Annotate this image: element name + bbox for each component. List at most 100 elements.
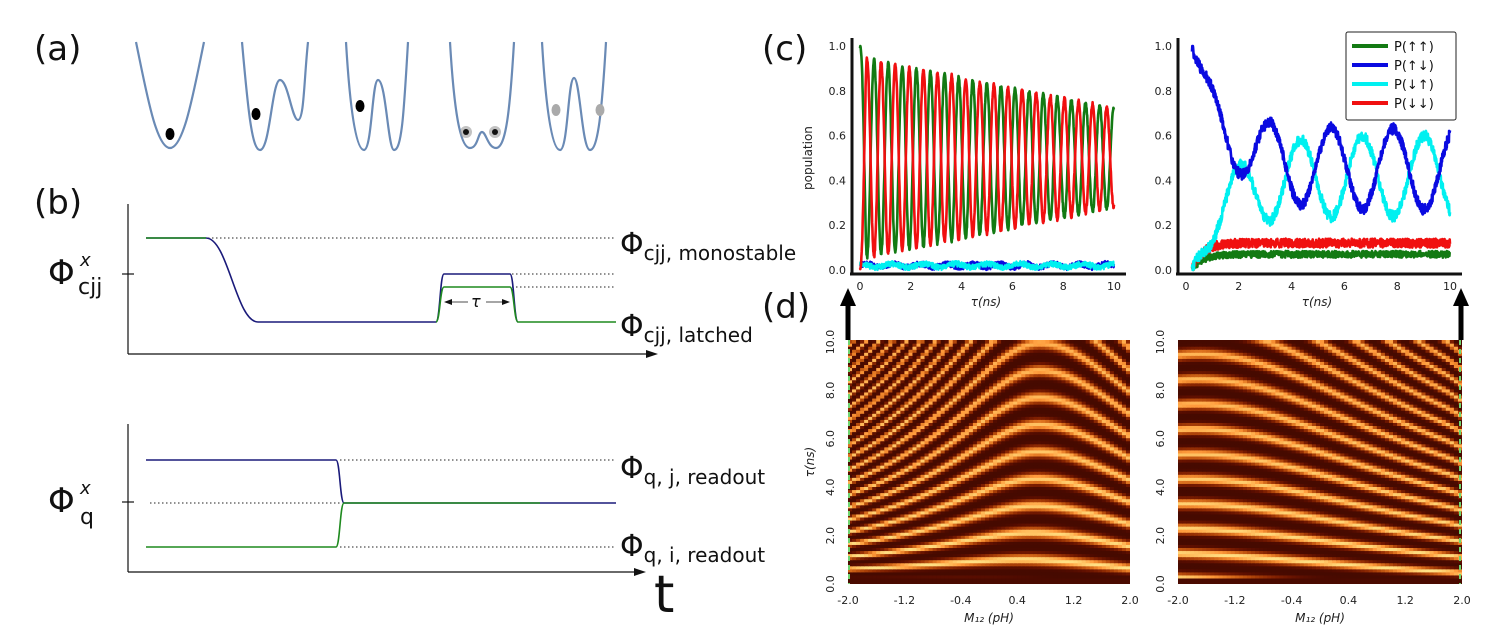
c-left-ytick-4: 0.8 [829,85,847,98]
d-left-ytick-3: 6.0 [824,430,837,448]
c-left-ytick-0: 0.0 [829,264,847,277]
potential-well-2 [240,41,310,152]
d-right-image [1178,340,1462,584]
d-left-ytick-4: 8.0 [824,382,837,400]
c-left-xlabel: τ(ns) [971,295,1001,309]
panel-label-c: (c) [762,29,807,69]
particle-3-1 [355,100,365,112]
d-right-xtick-4: 1.2 [1396,594,1414,607]
tau-label: τ [471,292,481,311]
c-left-series-red [858,56,1116,271]
link-arrow-left-head [840,288,856,306]
c-right-ytick-4: 0.8 [1155,85,1173,98]
c-right-ytick-5: 1.0 [1155,40,1173,53]
d-right-ytick-0: 0.0 [1154,575,1167,593]
c-right-legend: P(↑↑) P(↑↓) P(↓↑) P(↓↓) [1345,31,1457,121]
c-right-xtick-5: 10 [1443,280,1457,293]
cjj-schedule-green [435,286,616,323]
d-right-xtick-5: 2.0 [1453,594,1471,607]
d-left-xtick-5: 2.0 [1121,594,1139,607]
d-right-xtick-2: -0.4 [1281,594,1302,607]
c-left-xtick-2: 4 [958,280,965,293]
panel-label-d: (d) [762,287,810,327]
c-left-xtick-5: 10 [1107,280,1121,293]
cjj-axis-sub: cjj [78,275,102,300]
panel-a-potentials [134,41,608,152]
potential-well-5 [540,41,608,152]
q-axis-sup: x [79,478,91,499]
c-right-xtick-3: 6 [1341,280,1348,293]
c-left-ylabel: population [801,126,815,190]
q-axis-symbol: Φ [48,481,75,521]
i-readout-label: Φq, i, readout [620,529,765,567]
q-schedule-navy [146,459,616,504]
d-left-ytick-2: 4.0 [824,478,837,496]
c-right-xtick-2: 4 [1288,280,1295,293]
c-left-xtick-4: 8 [1060,280,1067,293]
legend-label-green: P(↑↑) [1394,40,1434,55]
particle-4-1 [463,129,469,135]
legend-label-red: P(↓↓) [1394,97,1434,112]
c-left-series-cyan [858,259,1115,272]
panel-b-schedules: Φ x cjj τ Φcjj, monostable Φcjj, latched… [48,204,796,625]
tau-arrow-right [502,299,510,305]
panel-label-a: (a) [34,29,81,69]
panel-label-b: (b) [34,183,82,223]
d-right-xtick-3: 0.4 [1340,594,1358,607]
d-left-ylabel: τ(ns) [803,447,817,477]
link-arrow-right-head [1453,288,1469,306]
d-left-xtick-2: -0.4 [950,594,971,607]
c-left-xtick-1: 2 [907,280,914,293]
c-right-ytick-0: 0.0 [1155,264,1173,277]
d-left-xtick-1: -1.2 [894,594,915,607]
cjj-x-arrow [646,350,658,358]
c-right-xlabel: τ(ns) [1302,295,1332,309]
c-right-series-blue [1190,44,1452,216]
d-left-ytick-1: 2.0 [824,527,837,545]
particle-2-1 [251,108,261,120]
d-right-ytick-2: 4.0 [1154,478,1167,496]
c-right-ytick-3: 0.6 [1155,130,1173,143]
tau-arrow-left [444,299,452,305]
legend-label-cyan: P(↓↑) [1394,78,1434,93]
d-left-ytick-0: 0.0 [824,575,837,593]
tau-bg [468,292,486,308]
legend-label-blue: P(↑↓) [1394,59,1434,74]
c-left-series-green [858,44,1116,260]
potential-well-4 [448,41,516,150]
time-axis-label: t [654,565,674,625]
particle-4-2 [492,129,498,135]
c-right-ytick-2: 0.4 [1155,174,1173,187]
d-left-xtick-0: -2.0 [837,594,858,607]
c-right-series-green [1190,249,1451,272]
d-right-ytick-1: 2.0 [1154,527,1167,545]
c-left-ytick-3: 0.6 [829,130,847,143]
q-x-arrow [634,568,646,576]
c-left-xtick-0: 0 [857,280,864,293]
potential-well-3 [344,41,410,152]
c-right-ytick-1: 0.2 [1155,219,1173,232]
c-left-ytick-2: 0.4 [829,174,847,187]
particle-5-1 [551,104,561,116]
q-schedule-green [146,502,540,548]
particle-1-1 [165,128,175,140]
c-left-ytick-5: 1.0 [829,40,847,53]
potential-well-1 [134,41,206,150]
cjj-schedule-navy [146,237,519,323]
d-right-xtick-1: -1.2 [1224,594,1245,607]
j-readout-label: Φq, j, readout [620,451,765,489]
c-left-ytick-1: 0.2 [829,219,847,232]
c-right-xtick-1: 2 [1235,280,1242,293]
q-axis-sub: q [80,505,94,530]
d-left-ytick-5: 10.0 [824,330,837,355]
d-left-xtick-4: 1.2 [1065,594,1083,607]
latched-label: Φcjj, latched [620,309,753,347]
c-right-xtick-0: 0 [1183,280,1190,293]
d-left-image [848,340,1130,584]
d-right-ytick-5: 10.0 [1154,330,1167,355]
d-left-xtick-3: 0.4 [1008,594,1026,607]
particle-5-2 [595,104,605,116]
legend-box [1345,31,1457,121]
c-left-xtick-3: 6 [1009,280,1016,293]
